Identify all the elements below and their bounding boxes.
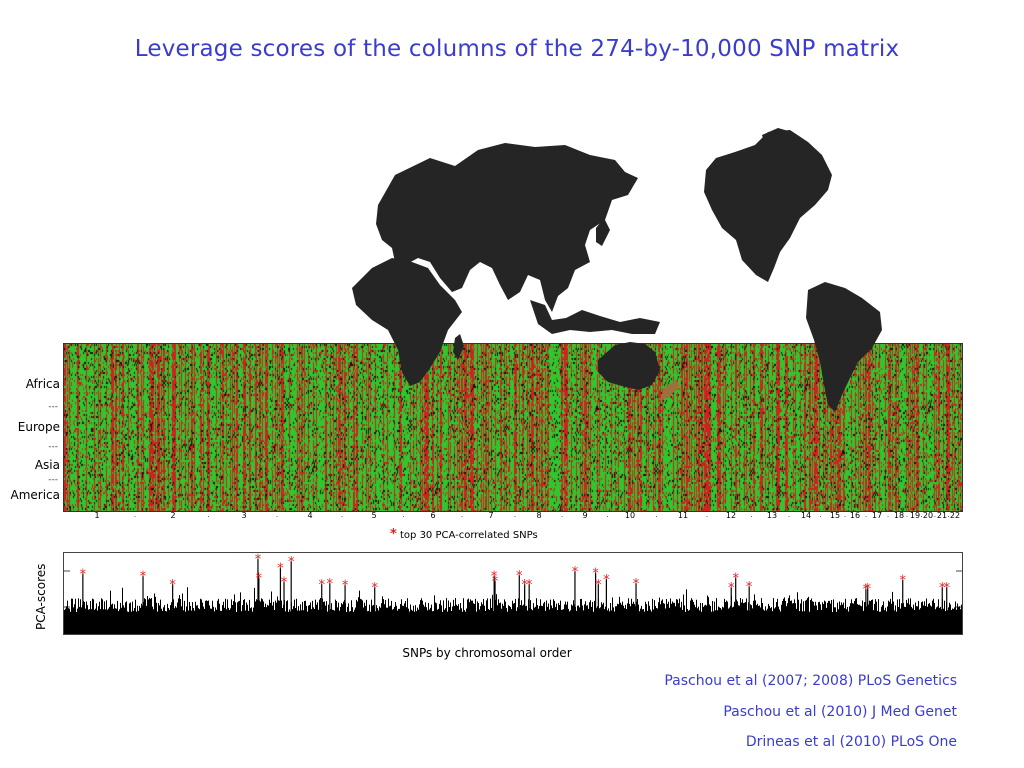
top-snp-marker: * [327, 577, 334, 592]
chromosome-tick-separator: . [560, 510, 564, 519]
top-snp-marker: * [516, 569, 523, 584]
top-snp-marker: * [288, 555, 295, 570]
reference-3: Drineas et al (2010) PLoS One [745, 734, 957, 750]
top-snp-marker: * [728, 581, 735, 596]
top-snp-marker: * [864, 582, 871, 597]
chromosome-tick-separator: . [133, 510, 137, 519]
chromosome-tick-separator: . [705, 510, 709, 519]
top-snp-marker: * [633, 577, 640, 592]
top-snp-marker: * [281, 575, 288, 590]
chromosome-tick-separator: . [606, 510, 609, 519]
snp-matrix-canvas [64, 344, 962, 511]
snp-matrix-heatmap [63, 343, 963, 512]
top-snp-marker: * [526, 578, 533, 593]
chromosome-tick-22: 22 [949, 511, 961, 520]
southeast-asia-landmass [530, 300, 660, 334]
top-snp-marker: * [603, 573, 610, 588]
chromosome-tick-separator: . [275, 510, 279, 519]
top-snp-marker: * [342, 579, 349, 594]
top-snp-marker: * [863, 583, 870, 598]
chromosome-tick-14: 14 [800, 511, 812, 520]
chromosome-tick-separator: . [905, 510, 909, 519]
chromosome-tick-13: 13 [766, 511, 778, 520]
top-snp-marker: * [939, 581, 946, 596]
chromosome-tick-separator: . [655, 510, 658, 519]
legend: * top 30 PCA-correlated SNPs [390, 527, 538, 542]
row-label-africa: Africa [25, 377, 60, 391]
chromosome-tick-separator: . [460, 510, 464, 519]
chromosome-tick-separator: . [933, 510, 937, 519]
top-snp-marker: * [732, 571, 739, 586]
row-label-europe: Europe [17, 420, 60, 434]
chromosome-tick-18: 18 [893, 511, 905, 520]
top-snp-marker: * [277, 562, 284, 577]
chromosome-tick-separator: . [402, 510, 405, 519]
top-snp-marker: * [595, 578, 602, 593]
chromosome-tick-17: 17 [871, 511, 883, 520]
top-snp-marker: * [899, 574, 906, 589]
chromosome-tick-12: 12 [725, 511, 737, 520]
pca-x-axis-label: SNPs by chromosomal order [402, 646, 572, 660]
chromosome-tick-separator: . [843, 510, 847, 519]
top-snp-marker: * [80, 567, 87, 582]
chromosome-tick-16: 16 [849, 511, 861, 520]
chromosome-tick-21: 21 [936, 511, 948, 520]
chromosome-tick-separator: . [947, 510, 950, 519]
legend-text: top 30 PCA-correlated SNPs [400, 530, 538, 541]
row-separator: --- [48, 402, 58, 412]
japan-landmass [596, 218, 610, 246]
eurasia-landmass [376, 143, 638, 312]
chromosome-tick-11: 11 [677, 511, 689, 520]
greenland-landmass [762, 128, 792, 156]
chromosome-tick-8: 8 [536, 511, 542, 520]
chromosome-tick-7: 7 [488, 511, 494, 520]
top-snp-marker: * [255, 553, 262, 568]
chromosome-tick-separator: . [864, 510, 868, 519]
top-snp-marker: * [371, 581, 378, 596]
chromosome-tick-15: 15 [829, 511, 841, 520]
chromosome-tick-separator: . [207, 510, 210, 519]
chromosome-tick-1: 1 [94, 511, 100, 520]
top-snp-marker: * [746, 580, 753, 595]
chromosome-tick-6: 6 [430, 511, 436, 520]
top-snp-marker: * [169, 578, 176, 593]
top-snp-marker: * [256, 571, 263, 586]
chromosome-tick-9: 9 [582, 511, 588, 520]
legend-marker: * [390, 527, 397, 542]
chromosome-tick-3: 3 [241, 511, 247, 520]
pca-y-axis-label: PCA-scores [34, 563, 48, 630]
row-label-america: America [10, 488, 61, 502]
chromosome-tick-separator: . [750, 510, 753, 519]
north-america-landmass [704, 130, 832, 282]
chromosome-tick-20: 20 [922, 511, 934, 520]
chromosome-tick-separator: . [513, 510, 517, 519]
top-snp-marker: * [943, 581, 950, 596]
chromosome-tick-5: 5 [371, 511, 377, 520]
top-snp-marker: * [140, 570, 147, 585]
row-separator: --- [48, 475, 58, 485]
top-snp-marker: * [592, 566, 599, 581]
reference-2: Paschou et al (2010) J Med Genet [723, 704, 957, 720]
pca-scores-plot: * ******** * * *** **** ** * * *** *** ** [64, 553, 962, 634]
reference-1: Paschou et al (2007; 2008) PLoS Genetics [664, 673, 957, 689]
chromosome-tick-separator: . [787, 510, 791, 519]
top-snp-marker: * [521, 578, 528, 593]
chromosome-tick-19: 19 [909, 511, 921, 520]
chromosome-tick-separator: . [920, 510, 923, 519]
chromosome-tick-separator: . [886, 510, 890, 519]
top-snp-marker: * [492, 575, 499, 590]
chromosome-tick-10: 10 [624, 511, 636, 520]
chromosome-tick-separator: . [340, 510, 344, 519]
slide-title: Leverage scores of the columns of the 27… [134, 36, 900, 62]
pca-scores-chart: * * * * * * * * * * * * * * * * * * * * * * * * * * * * * * [63, 552, 963, 635]
top-snp-marker: * [491, 570, 498, 585]
row-label-asia: Asia [34, 458, 60, 472]
chromosome-axis: 1. 2. 3. 4. 5. 6. 7. 8. 9. 10. 11. 12. 13. 14. 15. 16. 1… [63, 510, 961, 524]
top-snp-marker: * [572, 565, 579, 580]
chromosome-tick-4: 4 [307, 511, 313, 520]
chromosome-tick-2: 2 [170, 511, 176, 520]
row-separator: --- [48, 442, 58, 452]
chromosome-tick-separator: . [819, 510, 822, 519]
top-snp-marker: * [318, 578, 325, 593]
